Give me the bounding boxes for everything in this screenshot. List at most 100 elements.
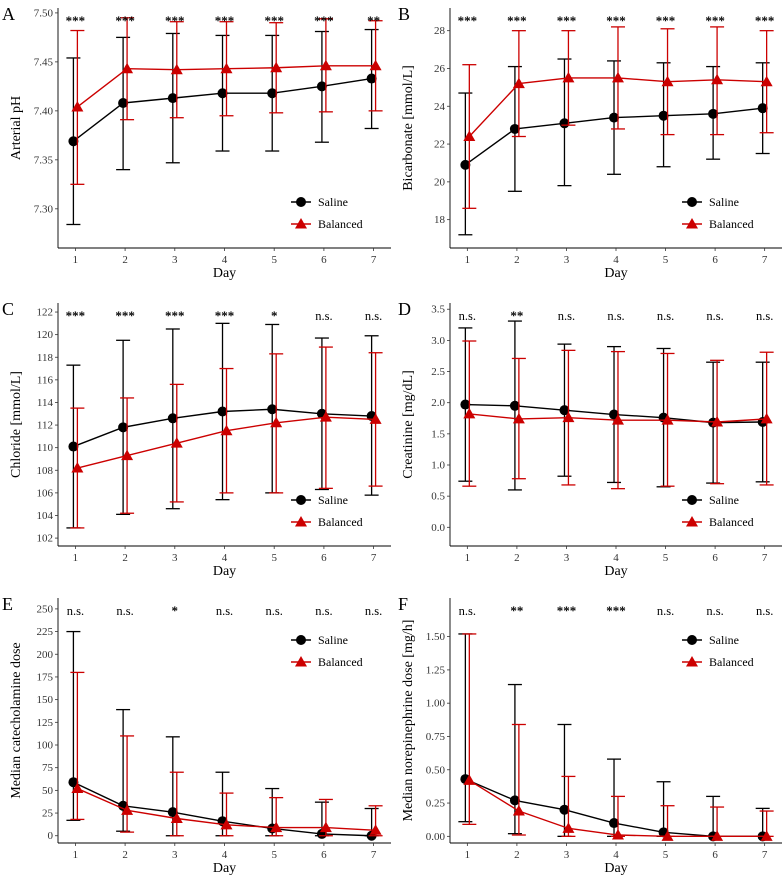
panel-d: D 0.0 0.5 1.0 1.5 2.0 2.5 3.0 3.5 1 2 3 4 5 6 7 Day Creat… [398,299,782,579]
x-tick-label: 3 [172,552,178,564]
x-tick-label: 2 [122,552,128,564]
x-tick-label: 4 [613,552,619,564]
y-tick-label: 7.30 [34,203,54,215]
y-tick-label: 18 [434,214,446,226]
x-tick-label: 2 [514,254,520,266]
y-tick-label: 0.25 [426,798,446,810]
y-tick-label: 75 [42,762,54,774]
x-tick-label: 6 [321,552,327,564]
x-tick-label: 3 [172,849,178,861]
significance-label: *** [264,13,284,28]
significance-label: *** [215,308,235,323]
data-point [316,81,327,92]
data-point [512,77,525,89]
data-point [509,795,520,806]
data-point [121,804,134,815]
significance-label: *** [606,13,626,28]
series-balanced [70,671,383,837]
y-tick-label: 150 [37,694,54,706]
series-saline [66,28,379,226]
data-point [167,93,178,104]
x-tick-label: 6 [321,254,327,266]
data-point [267,404,278,415]
panel-label: B [398,4,410,24]
x-tick-label: 5 [663,849,669,861]
legend-marker-triangle [686,218,698,229]
y-tick-label: 0.0 [431,522,445,534]
legend-entry: Saline [709,195,739,209]
data-point [611,829,624,840]
data-point [661,414,674,425]
series-balanced [70,346,383,529]
data-point [463,130,476,142]
y-axis-label: Chloride [mmol/L] [9,371,24,478]
significance-label: n.s. [607,309,624,323]
data-point [460,399,471,410]
y-tick-label: 0.5 [431,491,445,503]
x-tick-label: 1 [465,552,471,564]
significance-label: *** [115,308,135,323]
data-point [68,777,79,788]
y-tick-label: 1.5 [431,428,445,440]
legend-marker-circle [296,635,306,645]
data-point [711,830,724,841]
x-tick-label: 4 [222,849,228,861]
panel-a: A 7.30 7.35 7.40 7.45 7.50 1 2 3 4 5 6 7 Day Arterial … [2,4,391,281]
significance-label: n.s. [756,604,773,618]
y-tick-label: 28 [434,25,446,37]
significance-label: *** [165,308,185,323]
data-point [463,774,476,785]
legend-marker-triangle [686,656,698,667]
data-point [611,414,624,425]
data-point [609,818,620,829]
series-balanced [70,17,383,185]
x-axis-label: Day [213,861,236,876]
legend-entry: Balanced [318,217,363,231]
x-tick-label: 4 [222,552,228,564]
y-tick-label: 125 [37,717,54,729]
data-point [319,821,332,833]
panel-label: A [2,4,15,24]
legend-entry: Balanced [709,515,754,529]
legend-marker-circle [687,635,697,645]
x-tick-label: 3 [564,254,570,266]
panel-e: E 0 25 50 75 100 125 150 175 200 225 250 1 2 3 4 5 6 7 Day M… [2,594,391,876]
significance-label: ** [510,308,523,323]
legend-marker-triangle [686,516,698,527]
significance-label: n.s. [116,604,133,618]
significance-label: *** [557,13,577,28]
y-tick-label: 7.45 [34,56,54,68]
x-tick-label: 5 [271,552,277,564]
data-point [562,71,575,83]
data-point [509,123,520,134]
y-tick-label: 104 [37,510,54,522]
data-point [559,804,570,815]
data-point [562,411,575,423]
x-tick-label: 7 [371,552,377,564]
y-tick-label: 7.35 [34,154,54,166]
significance-label: n.s. [315,604,332,618]
y-tick-label: 0 [48,830,54,842]
significance-label: *** [458,13,478,28]
y-tick-label: 25 [42,808,54,820]
data-point [71,100,84,112]
significance-label: *** [656,13,676,28]
significance-label: *** [507,13,527,28]
x-tick-label: 7 [762,552,768,564]
significance-label: n.s. [365,309,382,323]
data-point [118,422,129,433]
series-balanced [462,26,774,209]
y-tick-label: 3.5 [431,304,445,316]
x-axis-label: Day [213,564,236,579]
x-tick-label: 7 [371,254,377,266]
y-tick-label: 26 [434,63,446,75]
panel-c: C 102 104 106 108 110 112 114 116 118 120 122 1 2 3 4 5 6… [2,299,391,579]
x-tick-label: 2 [514,552,520,564]
panel-label: C [2,299,14,319]
legend-entry: Balanced [709,655,754,669]
y-axis-label: Creatinine [mg/dL] [401,370,416,478]
data-point [658,110,669,121]
y-axis-label: Bicarbonate [mmol/L] [401,65,416,191]
data-point [711,73,724,85]
